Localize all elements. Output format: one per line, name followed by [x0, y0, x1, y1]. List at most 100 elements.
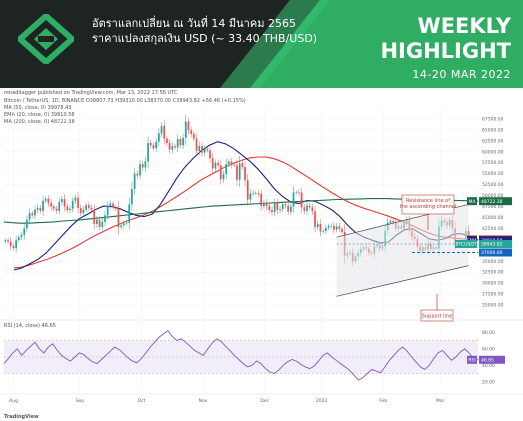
candle-body: [319, 224, 322, 232]
candle-body: [303, 207, 306, 211]
candle-body: [23, 228, 26, 235]
ma-line: [3, 198, 479, 224]
price-tag-name-bg: [467, 197, 477, 206]
candle-body: [176, 139, 179, 148]
candle-body: [4, 240, 7, 242]
price-tags: MA48722.38MA39978.43EMA39810.58BTCUSDT38…: [455, 197, 512, 257]
symbol-ohlc-line: Bitcoin / TetherUS, 1D, BINANCE O38807.7…: [4, 98, 246, 104]
price-tick-label: 55000.00: [482, 171, 504, 177]
resistance-label-line: Resistance line of: [406, 198, 450, 204]
candle-body: [120, 225, 123, 228]
candle-body: [284, 204, 287, 206]
candle-body: [171, 146, 174, 150]
candle-body: [36, 207, 39, 210]
candle-body: [206, 149, 209, 151]
ma-line: [13, 156, 479, 269]
candle-body: [257, 192, 260, 194]
rsi-tag-name-bg: [467, 355, 477, 364]
candle-body: [44, 198, 47, 201]
price-tick-label: 27500.00: [482, 292, 504, 298]
candle-body: [214, 162, 217, 169]
highlight-word: HIGHLIGHT: [380, 39, 511, 63]
candle-body: [338, 226, 341, 229]
support-box: [420, 309, 454, 322]
tradingview-footer: TradingView: [4, 414, 39, 420]
candle-body: [104, 215, 106, 222]
candle-body: [252, 192, 254, 194]
candle-body: [139, 164, 141, 176]
channel-fill: [336, 204, 469, 297]
candle-body: [271, 210, 273, 213]
candle-body: [128, 204, 131, 223]
price-tag-name: MA: [469, 199, 477, 205]
price-tick-label: 52500.00: [482, 182, 504, 188]
price-tick-label: 62500.00: [482, 138, 504, 144]
price-tick-label: 50000.00: [482, 193, 504, 199]
candle-body: [77, 197, 79, 208]
price-tick-label: 32500.00: [482, 270, 504, 276]
candle-body: [281, 204, 284, 210]
candle-body: [109, 203, 112, 206]
candle-body: [96, 219, 98, 225]
candle-body: [244, 167, 246, 181]
candle-body: [219, 165, 222, 180]
candle-body: [125, 222, 128, 224]
rsi-tick-label: 60.00: [482, 346, 495, 352]
candle-body: [42, 200, 44, 211]
price-tick-label: 30000.00: [482, 281, 504, 287]
candle-body: [93, 209, 96, 225]
candle-body: [168, 143, 171, 150]
candle-body: [85, 205, 88, 210]
candle-body: [98, 219, 101, 228]
usd-conversion-text: ราคาแปลงสกุลเงิน USD (~ 33.40 THB/USD): [92, 32, 318, 45]
date-range: 14-20 MAR 2022: [412, 68, 511, 81]
candle-body: [276, 202, 279, 211]
btc-chart-svg: renaddagger published on TradingView.com…: [0, 88, 523, 421]
weekly-highlight-title: WEEKLY HIGHLIGHT: [380, 14, 511, 64]
candle-body: [114, 207, 117, 209]
candle-body: [322, 231, 325, 232]
candle-body: [12, 245, 15, 249]
candle-body: [225, 164, 228, 175]
price-tick-label: 67500.00: [482, 116, 504, 122]
candle-body: [228, 161, 230, 165]
rsi-tick-label: 20.00: [482, 379, 495, 385]
candle-body: [160, 125, 163, 134]
published-by-text: renaddagger published on TradingView.com…: [4, 90, 178, 96]
candle-body: [166, 138, 168, 144]
candle-body: [217, 162, 219, 166]
rsi-line: [3, 329, 479, 381]
candle-body: [58, 202, 61, 211]
candle-body: [157, 133, 160, 142]
candle-body: [311, 207, 314, 212]
candle-body: [330, 225, 333, 227]
ma50-legend: MA (50, close, 0) 39978.43: [4, 105, 71, 111]
candle-body: [152, 145, 155, 149]
rsi-tag-value: 46.65: [481, 357, 494, 363]
price-tag-bg: [479, 197, 512, 206]
time-tick-label: Aug: [9, 398, 18, 404]
candle-body: [112, 203, 114, 208]
candle-body: [308, 205, 311, 208]
candle-body: [324, 227, 327, 232]
channel-bottom-line: [336, 265, 469, 297]
candle-body: [273, 202, 276, 213]
ema20-legend: EMA (20, close, 0) 39810.58: [4, 112, 75, 118]
candle-body: [155, 141, 158, 149]
time-tick-label: Mar: [436, 398, 445, 404]
rsi-tag-bg: [479, 355, 505, 364]
time-tick-label: Feb: [379, 398, 387, 404]
candle-body: [87, 205, 90, 208]
ma200-legend: MA (200, close, 0) 48722.38: [4, 119, 75, 125]
price-tick-label: 65000.00: [482, 127, 504, 133]
price-tag-bg: [479, 239, 512, 248]
candle-body: [133, 173, 136, 190]
candle-body: [74, 197, 77, 201]
header-banner: อัตราแลกเปลี่ยน ณ วันที่ 14 มีนาคม 2565 …: [0, 0, 523, 88]
candle-body: [306, 205, 308, 211]
candle-body: [66, 206, 69, 211]
candle-body: [203, 149, 206, 153]
candle-body: [174, 146, 176, 148]
rsi-tick-label: 80.00: [482, 330, 495, 336]
price-tick-label: 25000.00: [482, 303, 504, 309]
